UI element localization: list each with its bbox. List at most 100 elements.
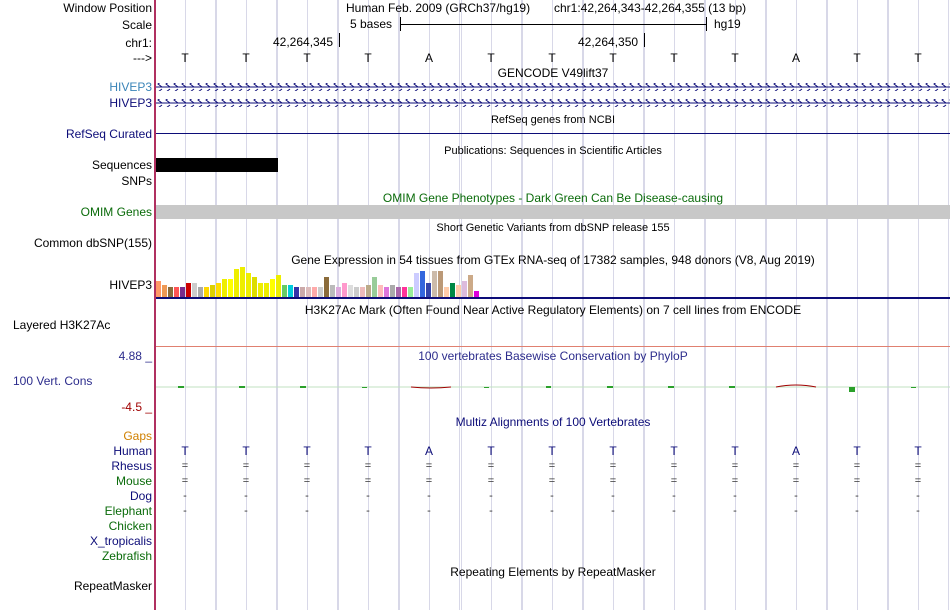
- repeat-label[interactable]: RepeatMasker: [73, 579, 152, 593]
- gtex-bar[interactable]: [222, 279, 227, 297]
- alignment-base: =: [548, 475, 556, 487]
- gtex-bar[interactable]: [306, 287, 311, 297]
- refseq-label[interactable]: RefSeq Curated: [65, 127, 152, 141]
- gtex-bar[interactable]: [282, 285, 287, 297]
- base-letter[interactable]: T: [181, 51, 189, 65]
- gtex-bar[interactable]: [438, 271, 443, 297]
- gtex-bar[interactable]: [348, 285, 353, 297]
- gtex-bar[interactable]: [372, 277, 377, 297]
- gtex-bar[interactable]: [420, 271, 425, 297]
- gtex-bar[interactable]: [294, 287, 299, 297]
- gtex-bar[interactable]: [318, 287, 323, 297]
- alignment-base: A: [791, 444, 800, 458]
- base-letter[interactable]: T: [548, 51, 556, 65]
- gtex-bar[interactable]: [246, 273, 251, 297]
- gtex-bar[interactable]: [270, 279, 275, 297]
- grid-line: [368, 0, 369, 610]
- gtex-bar[interactable]: [234, 269, 239, 297]
- scale-label: Scale: [121, 18, 152, 32]
- gtex-bar[interactable]: [384, 287, 389, 297]
- gtex-bar[interactable]: [462, 281, 467, 297]
- gtex-bar[interactable]: [180, 287, 185, 297]
- cons-label[interactable]: 100 Vert. Cons: [13, 374, 93, 388]
- refseq-line[interactable]: [156, 133, 950, 134]
- species-label[interactable]: Human: [113, 444, 152, 458]
- gtex-bar[interactable]: [186, 283, 191, 297]
- species-label[interactable]: Zebrafish: [101, 549, 152, 563]
- omim-bar[interactable]: [156, 205, 950, 219]
- gtex-bar[interactable]: [210, 285, 215, 297]
- gtex-bar[interactable]: [330, 285, 335, 297]
- gtex-bar[interactable]: [366, 285, 371, 297]
- gtex-bar[interactable]: [258, 283, 263, 297]
- gtex-bar[interactable]: [342, 283, 347, 297]
- gtex-bar[interactable]: [456, 285, 461, 297]
- base-letter[interactable]: A: [791, 51, 800, 65]
- base-letter[interactable]: T: [242, 51, 250, 65]
- base-letter[interactable]: T: [670, 51, 678, 65]
- gtex-bar[interactable]: [474, 291, 479, 297]
- gtex-bar[interactable]: [204, 287, 209, 297]
- coord-label-2: 42,264,350: [578, 35, 639, 49]
- gtex-bar[interactable]: [240, 267, 245, 297]
- gtex-bar[interactable]: [444, 287, 449, 297]
- sequences-block[interactable]: [156, 158, 278, 172]
- gtex-bar[interactable]: [312, 287, 317, 297]
- gene-label-1[interactable]: HIVEP3: [109, 80, 152, 94]
- gaps-label[interactable]: Gaps: [123, 429, 152, 443]
- gtex-bar[interactable]: [300, 287, 305, 297]
- gtex-bar[interactable]: [402, 287, 407, 297]
- snps-label[interactable]: SNPs: [121, 174, 152, 188]
- cons-plot[interactable]: [156, 380, 950, 396]
- gtex-bar[interactable]: [396, 287, 401, 297]
- gtex-bar[interactable]: [156, 281, 161, 297]
- base-letter[interactable]: T: [914, 51, 922, 65]
- gtex-bar[interactable]: [324, 277, 329, 297]
- h3k27-label[interactable]: Layered H3K27Ac: [13, 318, 111, 332]
- gtex-bar[interactable]: [276, 275, 281, 297]
- species-label[interactable]: Dog: [129, 489, 152, 503]
- gtex-bar[interactable]: [198, 287, 203, 297]
- gtex-bar[interactable]: [408, 287, 413, 297]
- gtex-bar[interactable]: [450, 283, 455, 297]
- gtex-bar[interactable]: [252, 277, 257, 297]
- dbsnp-label[interactable]: Common dbSNP(155): [33, 236, 152, 250]
- gtex-bar[interactable]: [414, 273, 419, 297]
- base-letter[interactable]: T: [731, 51, 739, 65]
- species-label[interactable]: Mouse: [115, 474, 152, 488]
- gtex-bar[interactable]: [360, 287, 365, 297]
- gtex-bar[interactable]: [174, 287, 179, 297]
- omim-label[interactable]: OMIM Genes: [80, 205, 152, 219]
- gtex-bar[interactable]: [192, 283, 197, 297]
- multiz-title: Multiz Alignments of 100 Vertebrates: [455, 415, 651, 429]
- gtex-bar[interactable]: [390, 285, 395, 297]
- gtex-bar[interactable]: [216, 283, 221, 297]
- gtex-bar[interactable]: [228, 279, 233, 297]
- alignment-base: T: [853, 444, 861, 458]
- base-letter[interactable]: A: [424, 51, 433, 65]
- sequences-label[interactable]: Sequences: [91, 158, 152, 172]
- gtex-bar[interactable]: [426, 283, 431, 297]
- base-letter[interactable]: T: [303, 51, 311, 65]
- gene-label-2[interactable]: HIVEP3: [109, 96, 152, 110]
- gtex-bar[interactable]: [162, 285, 167, 297]
- gtex-bar[interactable]: [264, 283, 269, 297]
- species-label[interactable]: X_tropicalis: [89, 534, 152, 548]
- gtex-bar[interactable]: [378, 285, 383, 297]
- gtex-bar[interactable]: [336, 287, 341, 297]
- refseq-title: RefSeq genes from NCBI: [490, 114, 616, 126]
- gtex-bar[interactable]: [288, 285, 293, 297]
- species-label[interactable]: Elephant: [104, 504, 152, 518]
- species-label[interactable]: Chicken: [108, 519, 152, 533]
- gtex-bar[interactable]: [468, 275, 473, 297]
- base-letter[interactable]: T: [853, 51, 861, 65]
- gtex-label[interactable]: HIVEP3: [109, 278, 152, 292]
- gtex-bar[interactable]: [354, 287, 359, 297]
- base-letter[interactable]: T: [364, 51, 372, 65]
- species-label[interactable]: Rhesus: [111, 459, 152, 473]
- gencode-gene-arrows[interactable]: [156, 80, 950, 110]
- base-letter[interactable]: T: [609, 51, 617, 65]
- gtex-bar[interactable]: [432, 271, 437, 297]
- base-letter[interactable]: T: [487, 51, 495, 65]
- gtex-bar[interactable]: [168, 287, 173, 297]
